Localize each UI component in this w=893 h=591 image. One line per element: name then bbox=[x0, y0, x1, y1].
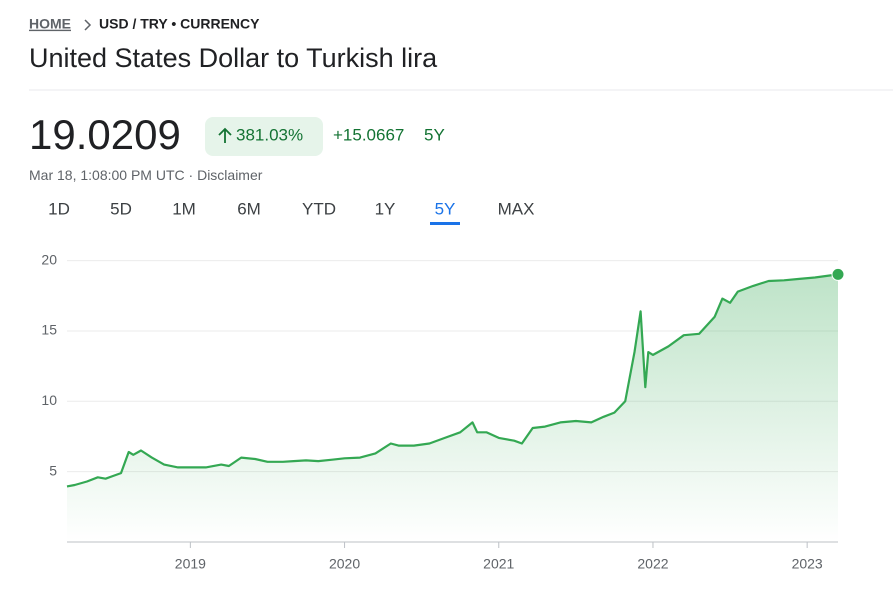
page-title: United States Dollar to Turkish lira bbox=[29, 43, 438, 73]
last-point bbox=[831, 267, 845, 281]
change-period: 5Y bbox=[424, 125, 445, 144]
y-tick-label: 20 bbox=[41, 251, 57, 267]
x-tick-label: 2020 bbox=[329, 556, 360, 572]
range-tabs: 1D 5D 1M 6M YTD 1Y 5Y MAX bbox=[48, 199, 534, 225]
separator: · bbox=[189, 167, 194, 183]
disclaimer-link[interactable]: Disclaimer bbox=[197, 167, 263, 183]
y-tick-label: 10 bbox=[41, 392, 57, 408]
chart: 5 10 15 20 2019 2020 2021 2022 2023 bbox=[41, 251, 845, 572]
range-tab[interactable]: 5D bbox=[110, 199, 132, 218]
x-tick-label: 2022 bbox=[637, 556, 668, 572]
range-tab[interactable]: 1D bbox=[48, 199, 70, 218]
range-tab[interactable]: 1Y bbox=[375, 199, 396, 218]
change-absolute: +15.0667 bbox=[333, 125, 404, 144]
range-tab[interactable]: YTD bbox=[302, 199, 336, 218]
x-tick-label: 2021 bbox=[483, 556, 514, 572]
y-tick-label: 15 bbox=[41, 322, 57, 338]
change-pill bbox=[205, 117, 323, 156]
arrow-up-icon bbox=[218, 127, 232, 143]
chevron-icon bbox=[84, 19, 92, 31]
x-tick-label: 2019 bbox=[175, 556, 206, 572]
range-underline bbox=[430, 222, 460, 225]
timestamp: Mar 18, 1:08:00 PM UTC · Disclaimer bbox=[29, 167, 263, 183]
change-percent: 381.03% bbox=[236, 125, 303, 144]
range-tab[interactable]: 5Y bbox=[435, 199, 456, 218]
area-fill bbox=[67, 274, 838, 542]
range-tab[interactable]: MAX bbox=[498, 199, 535, 218]
price-line bbox=[66, 273, 839, 488]
breadcrumb-home[interactable]: HOME bbox=[29, 16, 71, 32]
y-tick-label: 5 bbox=[49, 462, 57, 478]
timestamp-text: Mar 18, 1:08:00 PM UTC bbox=[29, 167, 185, 183]
x-tick-label: 2023 bbox=[792, 556, 823, 572]
range-tab[interactable]: 1M bbox=[172, 199, 196, 218]
price: 19.0209 bbox=[29, 111, 181, 158]
range-tab[interactable]: 6M bbox=[237, 199, 261, 218]
breadcrumb-path: USD / TRY • CURRENCY bbox=[99, 16, 260, 32]
